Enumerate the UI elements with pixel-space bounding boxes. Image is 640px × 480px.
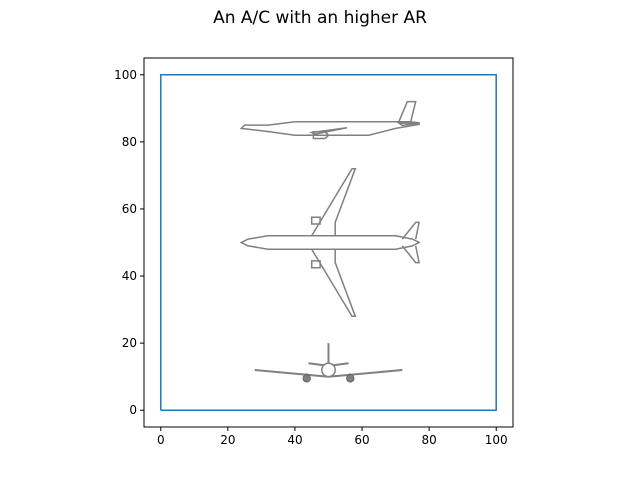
- chart-title: An A/C with an higher AR: [213, 8, 427, 28]
- y-tick-label-4: 80: [122, 135, 137, 149]
- y-tick-label-0: 0: [129, 403, 137, 417]
- side-view-tail-fin: [398, 100, 417, 122]
- top-view-tail-lower: [401, 245, 421, 264]
- top-view-fuselage: [239, 235, 421, 250]
- top-view-engine-upper: [310, 216, 321, 225]
- x-tick-label-5: 100: [485, 433, 508, 447]
- top-view-tail-upper: [401, 221, 421, 240]
- x-tick-label-2: 40: [287, 433, 302, 447]
- front-view-fuselage: [321, 362, 336, 378]
- y-tick-label-3: 60: [122, 202, 137, 216]
- x-tick-label-0: 0: [157, 433, 165, 447]
- side-view-stabilizer: [396, 122, 420, 127]
- top-view-wing-lower: [311, 248, 357, 318]
- side-view-fuselage: [239, 120, 420, 136]
- top-view-engine-lower: [310, 260, 321, 269]
- top-view-wing-upper: [311, 167, 357, 237]
- x-tick-label-3: 60: [354, 433, 369, 447]
- side-view-wing: [309, 127, 348, 135]
- series-line-0: [160, 74, 497, 411]
- front-view-engine-1: [346, 374, 355, 383]
- x-tick-label-1: 20: [220, 433, 235, 447]
- y-tick-label-2: 40: [122, 269, 137, 283]
- axis-ticks: 0 20 40 60 80 100 0 20 40 60 80 100: [114, 68, 508, 447]
- plot-marks: [160, 74, 497, 411]
- y-tick-label-1: 20: [122, 336, 137, 350]
- x-tick-label-4: 80: [421, 433, 436, 447]
- y-tick-label-5: 100: [114, 68, 137, 82]
- front-view-engine-0: [302, 374, 311, 383]
- axes-frame: [143, 57, 514, 428]
- side-view-engine: [312, 131, 330, 140]
